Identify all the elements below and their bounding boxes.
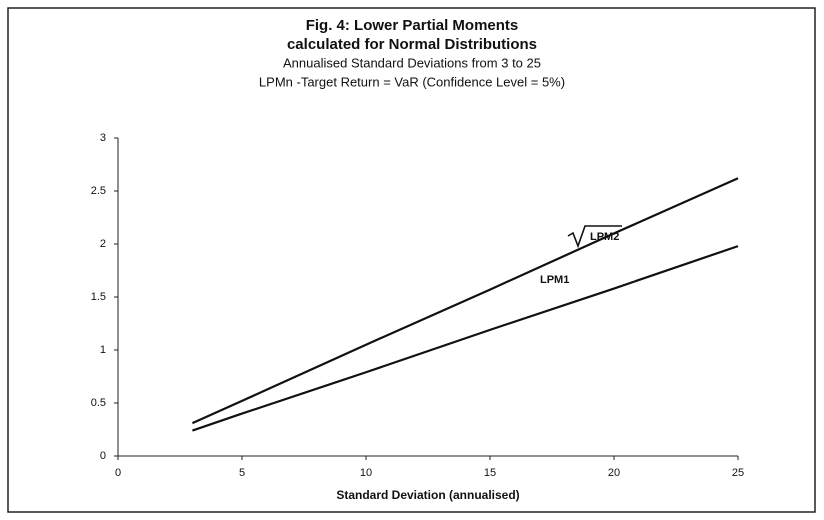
x-tick-label: 0 xyxy=(115,467,121,479)
y-tick-label: 2.5 xyxy=(91,185,106,197)
y-tick-label: 0.5 xyxy=(91,397,106,409)
series-label: LPM1 xyxy=(540,274,569,286)
chart-title: Fig. 4: Lower Partial Moments xyxy=(306,17,519,34)
x-tick-label: 5 xyxy=(239,467,245,479)
series-line xyxy=(191,177,739,425)
chart-title-line2: calculated for Normal Distributions xyxy=(287,36,537,53)
chart-frame xyxy=(7,7,816,513)
x-tick-label: 10 xyxy=(360,467,372,479)
series-label: LPM2 xyxy=(590,231,619,243)
chart-subtitle-line2: LPMn -Target Return = VaR (Confidence Le… xyxy=(259,74,565,89)
y-tick-label: 1.5 xyxy=(91,291,106,303)
y-tick-label: 1 xyxy=(100,344,106,356)
y-tick-label: 2 xyxy=(100,238,106,250)
x-tick-label: 20 xyxy=(608,467,620,479)
x-tick-label: 15 xyxy=(484,467,496,479)
chart-subtitle: Annualised Standard Deviations from 3 to… xyxy=(283,55,541,70)
x-axis-title: Standard Deviation (annualised) xyxy=(336,488,519,502)
y-tick-label: 3 xyxy=(100,132,106,144)
x-tick-label: 25 xyxy=(732,467,744,479)
radical-sign xyxy=(567,225,622,249)
series-line xyxy=(192,245,739,432)
y-tick-label: 0 xyxy=(100,450,106,462)
